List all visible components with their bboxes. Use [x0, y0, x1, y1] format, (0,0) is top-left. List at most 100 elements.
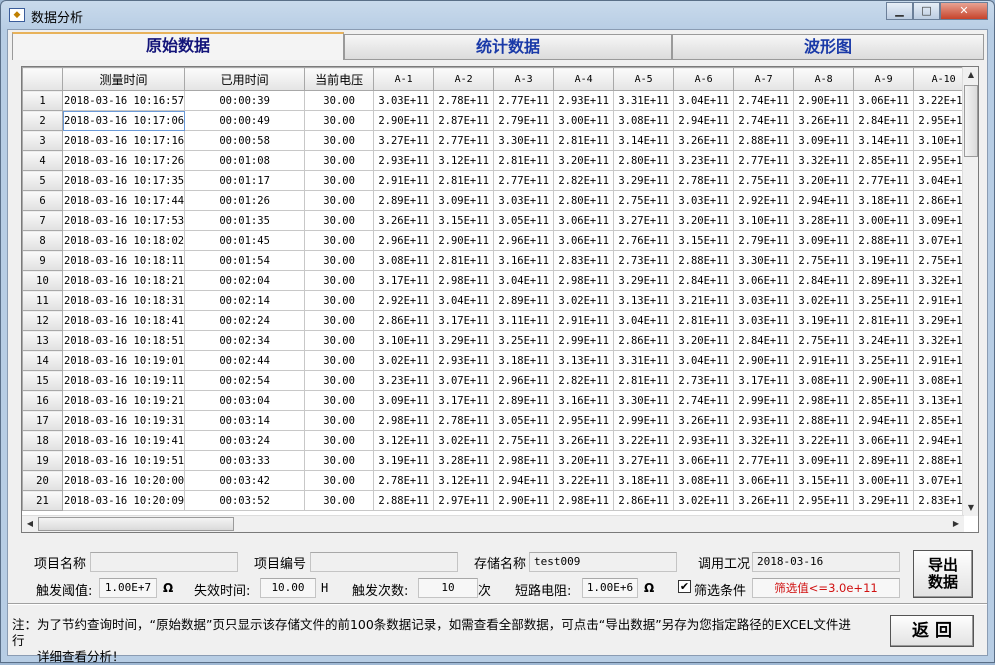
value-cell[interactable]: 3.18E+11 [493, 350, 555, 371]
value-cell[interactable]: 2.89E+11 [373, 190, 435, 211]
value-cell[interactable]: 3.04E+11 [433, 290, 495, 311]
value-cell[interactable]: 2.85E+11 [853, 150, 915, 171]
value-cell[interactable]: 3.27E+11 [373, 130, 435, 151]
value-cell[interactable]: 2.79E+11 [493, 110, 555, 131]
value-cell[interactable]: 2.78E+11 [373, 470, 435, 491]
value-cell[interactable]: 2.95E+11 [553, 410, 615, 431]
storage-name-field[interactable]: test009 [529, 552, 677, 572]
voltage-cell[interactable]: 30.00 [304, 310, 375, 331]
value-cell[interactable]: 3.04E+11 [673, 350, 735, 371]
value-cell[interactable]: 2.89E+11 [493, 390, 555, 411]
value-cell[interactable]: 3.13E+11 [553, 350, 615, 371]
value-cell[interactable]: 3.03E+11 [733, 290, 795, 311]
value-cell[interactable]: 3.29E+11 [613, 270, 675, 291]
tab-raw-data[interactable]: 原始数据 [12, 32, 344, 60]
value-cell[interactable]: 2.98E+11 [553, 270, 615, 291]
elapsed-time-cell[interactable]: 00:00:58 [184, 130, 306, 151]
elapsed-time-cell[interactable]: 00:00:49 [184, 110, 306, 131]
value-cell[interactable]: 2.98E+11 [793, 390, 855, 411]
voltage-cell[interactable]: 30.00 [304, 470, 375, 491]
elapsed-time-cell[interactable]: 00:03:33 [184, 450, 306, 471]
value-cell[interactable]: 3.20E+11 [793, 170, 855, 191]
value-cell[interactable]: 2.84E+11 [733, 330, 795, 351]
value-cell[interactable]: 2.86E+11 [613, 330, 675, 351]
value-cell[interactable]: 3.22E+11 [613, 430, 675, 451]
value-cell[interactable]: 2.77E+11 [733, 450, 795, 471]
value-cell[interactable]: 2.93E+11 [733, 410, 795, 431]
value-cell[interactable]: 3.27E+11 [613, 450, 675, 471]
value-cell[interactable]: 2.81E+11 [553, 130, 615, 151]
corner-header[interactable] [22, 67, 63, 91]
measure-time-cell[interactable]: 2018-03-16 10:17:16 [61, 130, 186, 151]
value-cell[interactable]: 3.22E+11 [913, 90, 975, 111]
value-cell[interactable]: 2.81E+11 [853, 310, 915, 331]
value-cell[interactable]: 2.90E+11 [733, 350, 795, 371]
row-number-button[interactable]: 16 [22, 390, 63, 411]
voltage-cell[interactable]: 30.00 [304, 390, 375, 411]
value-cell[interactable]: 2.89E+11 [493, 290, 555, 311]
measure-time-cell[interactable]: 2018-03-16 10:18:11 [61, 250, 186, 271]
value-cell[interactable]: 2.88E+11 [913, 450, 975, 471]
value-cell[interactable]: 3.12E+11 [433, 150, 495, 171]
row-number-button[interactable]: 8 [22, 230, 63, 251]
value-cell[interactable]: 2.84E+11 [793, 270, 855, 291]
value-cell[interactable]: 2.90E+11 [493, 490, 555, 511]
value-cell[interactable]: 2.94E+11 [493, 470, 555, 491]
value-cell[interactable]: 2.91E+11 [373, 170, 435, 191]
value-cell[interactable]: 2.92E+11 [733, 190, 795, 211]
value-cell[interactable]: 3.10E+11 [373, 330, 435, 351]
value-cell[interactable]: 3.29E+11 [853, 490, 915, 511]
value-cell[interactable]: 3.30E+11 [733, 250, 795, 271]
row-number-button[interactable]: 6 [22, 190, 63, 211]
value-cell[interactable]: 3.09E+11 [793, 230, 855, 251]
value-cell[interactable]: 2.90E+11 [853, 370, 915, 391]
value-cell[interactable]: 3.02E+11 [433, 430, 495, 451]
value-cell[interactable]: 2.74E+11 [733, 90, 795, 111]
value-cell[interactable]: 2.75E+11 [793, 330, 855, 351]
horizontal-scroll-thumb[interactable] [38, 517, 234, 531]
value-cell[interactable]: 2.93E+11 [553, 90, 615, 111]
measure-time-cell[interactable]: 2018-03-16 10:20:09 [61, 490, 186, 511]
filter-value-field[interactable]: 筛选值<=3.0e+11 [752, 578, 900, 598]
value-cell[interactable]: 2.74E+11 [673, 390, 735, 411]
maximize-button[interactable]: □ [913, 2, 940, 20]
value-cell[interactable]: 3.08E+11 [613, 110, 675, 131]
value-cell[interactable]: 2.83E+11 [913, 490, 975, 511]
value-cell[interactable]: 2.90E+11 [793, 90, 855, 111]
value-cell[interactable]: 2.83E+11 [553, 250, 615, 271]
value-cell[interactable]: 2.91E+11 [793, 350, 855, 371]
close-button[interactable]: ✕ [940, 2, 988, 20]
value-cell[interactable]: 2.77E+11 [433, 130, 495, 151]
export-data-button[interactable]: 导出 数据 [913, 550, 973, 598]
row-number-button[interactable]: 19 [22, 450, 63, 471]
value-cell[interactable]: 3.23E+11 [373, 370, 435, 391]
value-cell[interactable]: 3.16E+11 [553, 390, 615, 411]
value-cell[interactable]: 2.81E+11 [673, 310, 735, 331]
value-cell[interactable]: 2.95E+11 [913, 110, 975, 131]
column-header[interactable]: A-6 [673, 67, 735, 91]
value-cell[interactable]: 3.30E+11 [493, 130, 555, 151]
voltage-cell[interactable]: 30.00 [304, 290, 375, 311]
value-cell[interactable]: 3.03E+11 [373, 90, 435, 111]
row-number-button[interactable]: 2 [22, 110, 63, 131]
scroll-right-arrow-icon[interactable]: ▶ [952, 519, 960, 528]
value-cell[interactable]: 3.14E+11 [853, 130, 915, 151]
value-cell[interactable]: 3.06E+11 [853, 430, 915, 451]
value-cell[interactable]: 2.93E+11 [373, 150, 435, 171]
elapsed-time-cell[interactable]: 00:03:04 [184, 390, 306, 411]
value-cell[interactable]: 2.87E+11 [433, 110, 495, 131]
tab-waveform[interactable]: 波形图 [672, 34, 984, 60]
row-number-button[interactable]: 18 [22, 430, 63, 451]
row-number-button[interactable]: 1 [22, 90, 63, 111]
value-cell[interactable]: 3.13E+11 [613, 290, 675, 311]
value-cell[interactable]: 2.96E+11 [373, 230, 435, 251]
column-header[interactable]: A-5 [613, 67, 675, 91]
voltage-cell[interactable]: 30.00 [304, 350, 375, 371]
project-name-field[interactable] [90, 552, 238, 572]
value-cell[interactable]: 3.22E+11 [553, 470, 615, 491]
row-number-button[interactable]: 12 [22, 310, 63, 331]
value-cell[interactable]: 2.93E+11 [673, 430, 735, 451]
value-cell[interactable]: 2.90E+11 [373, 110, 435, 131]
row-number-button[interactable]: 15 [22, 370, 63, 391]
value-cell[interactable]: 2.99E+11 [733, 390, 795, 411]
